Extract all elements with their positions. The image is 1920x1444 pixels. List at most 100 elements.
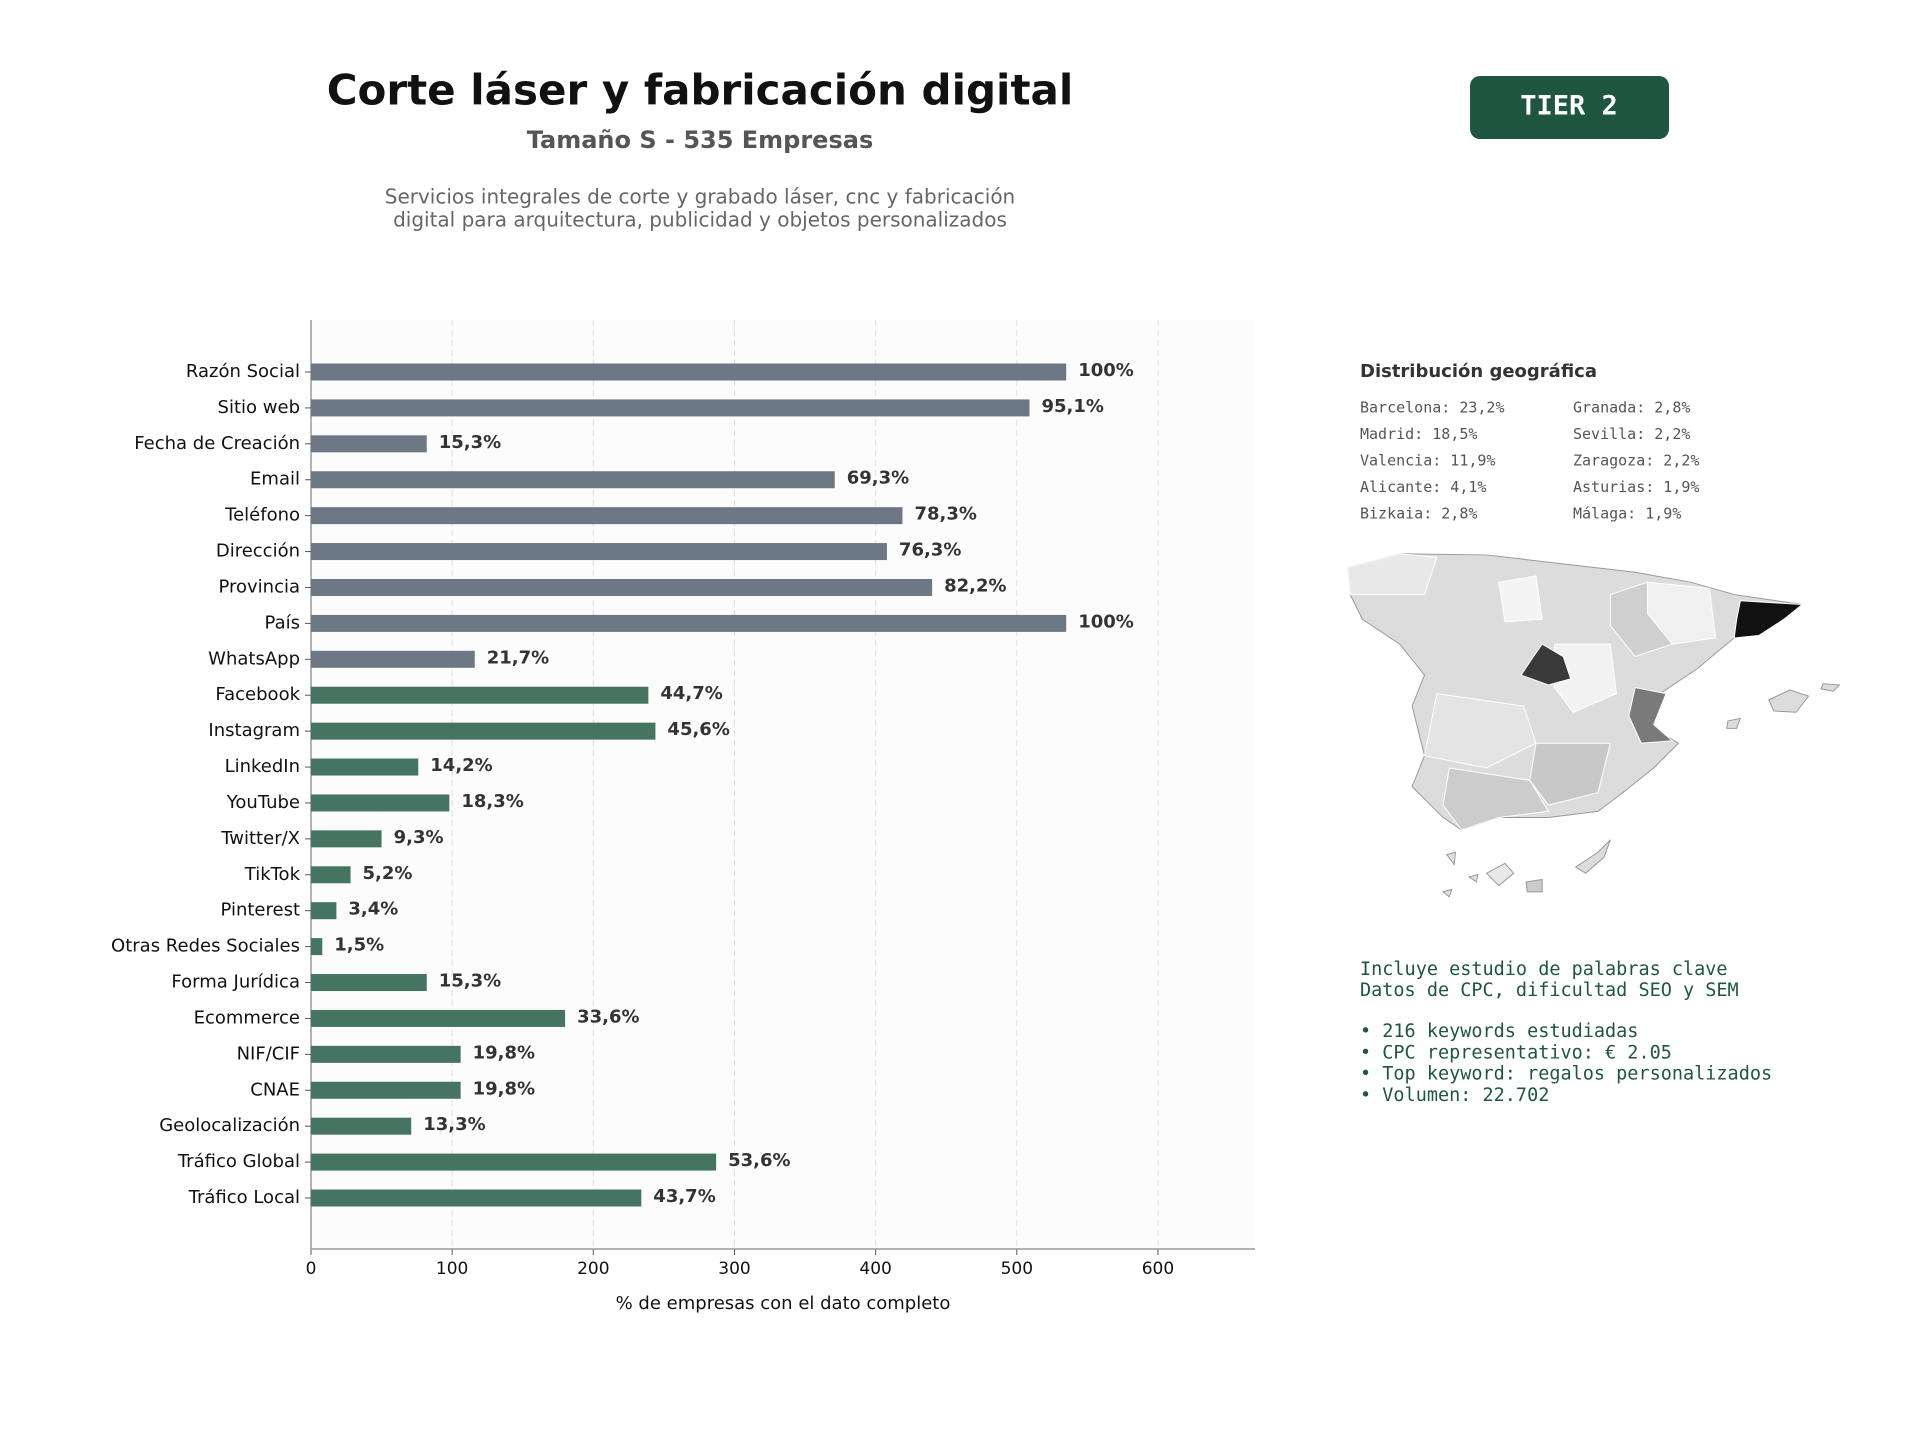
- bar: [311, 507, 903, 525]
- value-label: 15,3%: [439, 971, 501, 992]
- bar: [311, 543, 887, 561]
- value-label: 53,6%: [728, 1150, 790, 1171]
- bar: [311, 650, 475, 668]
- value-label: 21,7%: [487, 647, 549, 668]
- value-label: 76,3%: [899, 540, 961, 561]
- geo-item: Bizkaia: 2,8%: [1360, 505, 1477, 523]
- y-tick-label: Fecha de Creación: [134, 433, 300, 454]
- bar: [311, 578, 933, 596]
- value-label: 1,5%: [334, 935, 384, 956]
- keyword-bullet: • Top keyword: regalos personalizados: [1360, 1064, 1772, 1085]
- description: digital para arquitectura, publicidad y …: [393, 208, 1007, 232]
- value-label: 14,2%: [430, 755, 492, 776]
- geo-item: Alicante: 4,1%: [1360, 478, 1486, 496]
- y-tick-label: Otras Redes Sociales: [111, 936, 300, 957]
- y-tick-label: NIF/CIF: [237, 1043, 300, 1064]
- y-tick-label: Pinterest: [220, 900, 300, 921]
- badge: [1470, 76, 1669, 139]
- y-tick-label: Provincia: [218, 576, 300, 597]
- island: [1726, 717, 1742, 729]
- bar: [311, 794, 450, 812]
- y-tick-label: YouTube: [226, 792, 300, 813]
- map: [1347, 553, 1841, 898]
- region: [1498, 575, 1543, 623]
- y-tick-label: Sitio web: [218, 397, 300, 418]
- value-label: 33,6%: [577, 1006, 639, 1027]
- island: [1485, 862, 1515, 887]
- x-axis-label: % de empresas con el dato completo: [616, 1293, 951, 1314]
- geo-item: Valencia: 11,9%: [1360, 452, 1495, 470]
- geo-item: Sevilla: 2,2%: [1573, 425, 1690, 443]
- value-label: 44,7%: [660, 683, 722, 704]
- value-label: 5,2%: [363, 863, 413, 884]
- title: Corte láser y fabricación digital: [327, 66, 1074, 115]
- y-tick-label: CNAE: [250, 1079, 300, 1100]
- subtitle: Tamaño S - 535 Empresas: [527, 126, 873, 154]
- y-tick-label: Tráfico Local: [188, 1187, 300, 1208]
- bar: [311, 938, 323, 956]
- geo-item: Barcelona: 23,2%: [1360, 399, 1505, 417]
- value-label: 82,2%: [944, 575, 1006, 596]
- x-tick-label: 200: [577, 1259, 609, 1279]
- region: [1609, 581, 1674, 658]
- island: [1768, 689, 1810, 713]
- value-label: 18,3%: [461, 791, 523, 812]
- region: [1423, 693, 1537, 769]
- x-tick-label: 400: [859, 1259, 891, 1279]
- region-barcelona: [1733, 600, 1804, 639]
- bar: [311, 1117, 412, 1135]
- y-tick-label: Dirección: [216, 541, 300, 562]
- value-label: 45,6%: [667, 719, 729, 740]
- value-label: 9,3%: [394, 827, 444, 848]
- bar: [311, 1153, 717, 1171]
- bar: [311, 1081, 461, 1099]
- bar: [311, 1009, 566, 1027]
- island: [1820, 683, 1841, 692]
- value-label: 19,8%: [473, 1078, 535, 1099]
- value-label: 95,1%: [1041, 396, 1103, 417]
- keyword-bullet: • 216 keywords estudiadas: [1360, 1021, 1638, 1042]
- island: [1574, 839, 1611, 874]
- island: [1442, 851, 1479, 898]
- bar: [311, 902, 337, 920]
- y-tick-label: LinkedIn: [225, 756, 300, 777]
- y-tick-label: Email: [250, 469, 300, 490]
- value-label: 13,3%: [423, 1114, 485, 1135]
- x-tick-label: 100: [436, 1259, 468, 1279]
- y-tick-label: País: [265, 612, 300, 633]
- geo-item: Zaragoza: 2,2%: [1573, 452, 1699, 470]
- x-tick-label: 500: [1001, 1259, 1033, 1279]
- keyword-bullet: • CPC representativo: € 2.05: [1360, 1042, 1672, 1063]
- geo-item: Málaga: 1,9%: [1573, 505, 1681, 523]
- keyword-bullet: • Volumen: 22.702: [1360, 1085, 1549, 1106]
- geo-item: Asturias: 1,9%: [1573, 478, 1699, 496]
- bar: [311, 399, 1030, 417]
- y-tick-label: TikTok: [244, 864, 301, 885]
- value-label: 100%: [1078, 611, 1134, 632]
- y-tick-label: Tráfico Global: [177, 1151, 300, 1172]
- x-tick-label: 300: [718, 1259, 750, 1279]
- geo-title: Distribución geográfica: [1360, 361, 1597, 382]
- bar: [311, 758, 419, 776]
- badge-text: TIER 2: [1520, 91, 1618, 122]
- y-tick-label: Twitter/X: [220, 828, 300, 849]
- bar: [311, 866, 351, 884]
- island: [1525, 878, 1543, 893]
- value-label: 15,3%: [439, 432, 501, 453]
- value-label: 43,7%: [653, 1186, 715, 1207]
- y-tick-label: Ecommerce: [194, 1007, 300, 1028]
- region-madrid: [1520, 643, 1572, 686]
- bar: [311, 435, 427, 453]
- y-tick-label: WhatsApp: [208, 648, 300, 669]
- bar: [311, 686, 649, 704]
- bar: [311, 722, 656, 740]
- bar: [311, 1189, 642, 1207]
- y-tick-label: Geolocalización: [159, 1115, 300, 1136]
- value-label: 69,3%: [847, 468, 909, 489]
- region: [1442, 767, 1550, 831]
- value-label: 19,8%: [473, 1042, 535, 1063]
- region: [1529, 742, 1611, 806]
- bar: [311, 1045, 461, 1063]
- y-tick-label: Razón Social: [186, 361, 300, 382]
